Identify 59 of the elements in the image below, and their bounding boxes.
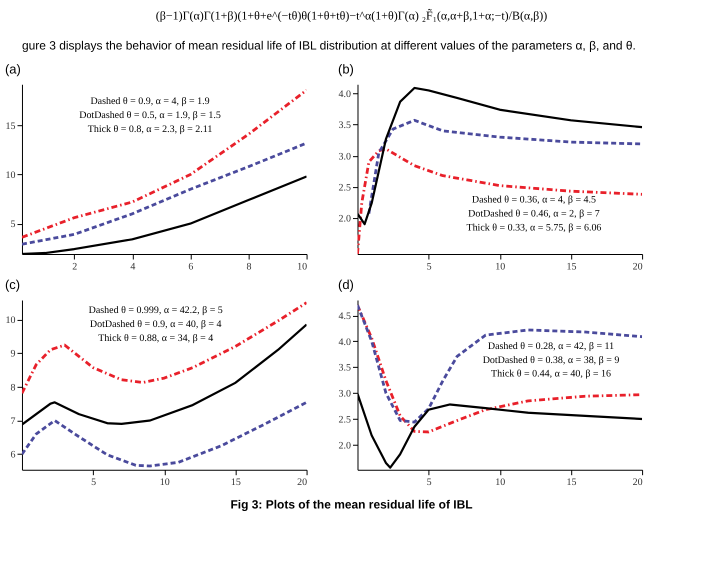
line-series <box>22 400 307 468</box>
x-tick-label: 15 <box>566 477 576 488</box>
y-tick-label: 3.0 <box>338 388 352 400</box>
y-tick-label: 6 <box>10 450 16 461</box>
x-tick-label: 10 <box>495 477 506 488</box>
annotation: DotDashed θ = 0.5, α = 1.9, β = 1.5 <box>79 110 221 122</box>
annotation: Dashed θ = 0.999, α = 42.2, β = 5 <box>88 305 223 316</box>
annotation: Thick θ = 0.33, α = 5.75, β = 6.06 <box>466 222 602 234</box>
x-tick-label: 6 <box>188 261 194 272</box>
y-tick-label: 4.0 <box>338 336 352 348</box>
chart-title: (c) <box>4 276 20 292</box>
x-tick-label: 20 <box>632 477 643 488</box>
x-tick-label: 20 <box>297 477 308 488</box>
y-tick-label: 10 <box>6 314 16 326</box>
y-tick-label: 2.0 <box>338 440 352 452</box>
annotation: Dashed θ = 0.28, α = 42, β = 11 <box>488 340 614 352</box>
annotation: Thick θ = 0.8, α = 2.3, β = 2.11 <box>88 124 212 136</box>
y-tick-label: 10 <box>6 170 16 182</box>
caption: Fig 3: Plots of the mean residual life of IBL <box>230 498 473 512</box>
y-tick-label: 9 <box>10 348 16 360</box>
annotation: DotDashed θ = 0.9, α = 40, β = 4 <box>90 319 222 330</box>
y-tick-label: 5 <box>10 219 16 230</box>
annotation: DotDashed θ = 0.38, α = 38, β = 9 <box>482 354 620 366</box>
y-tick-label: 3.5 <box>338 362 352 374</box>
chart-title: (b) <box>338 61 354 76</box>
x-tick-label: 20 <box>632 261 643 272</box>
y-tick-label: 7 <box>10 416 16 428</box>
y-tick-label: 8 <box>10 382 16 394</box>
x-tick-label: 15 <box>566 261 576 272</box>
x-tick-label: 4 <box>130 261 136 272</box>
x-tick-label: 2 <box>72 261 78 272</box>
annotation: DotDashed θ = 0.46, α = 2, β = 7 <box>468 208 600 220</box>
text: (β−1)Γ(α)Γ(1+β)(1+θ+e^(−tθ)θ(1+θ+tθ)−t^α(1+θ)Γ(α) ₂F̃₁(α,α+β,1+α;−t)/B(α,β)) <box>156 8 548 22</box>
y-tick-label: 4.5 <box>338 310 352 322</box>
x-tick-label: 5 <box>91 477 96 488</box>
annotation: Thick θ = 0.88, α = 34, β = 4 <box>98 333 214 344</box>
y-tick-label: 2.5 <box>338 182 352 194</box>
annotation: Thick θ = 0.44, α = 40, β = 16 <box>491 368 612 380</box>
y-tick-label: 2.5 <box>338 414 352 426</box>
line-series <box>22 142 307 246</box>
x-tick-label: 10 <box>160 477 170 488</box>
x-tick-label: 8 <box>246 261 252 272</box>
x-tick-label: 10 <box>495 261 506 272</box>
x-tick-label: 5 <box>426 477 432 488</box>
chart-title: (a) <box>4 61 21 76</box>
x-tick-label: 15 <box>230 477 241 488</box>
y-tick-label: 15 <box>6 120 16 132</box>
y-tick-label: 2.0 <box>338 213 352 224</box>
annotation: Dashed θ = 0.9, α = 4, β = 1.9 <box>90 96 210 108</box>
annotation: Dashed θ = 0.36, α = 4, β = 4.5 <box>472 194 596 206</box>
y-tick-label: 3.5 <box>338 120 352 132</box>
chart-title: (d) <box>338 276 354 292</box>
line-series <box>22 301 307 395</box>
text: gure 3 displays the behavior of mean residual life of IBL distribution at different values of the parameters α, β, and θ. <box>22 38 636 52</box>
x-tick-label: 5 <box>426 261 432 272</box>
y-tick-label: 3.0 <box>338 151 352 162</box>
x-tick-label: 10 <box>297 261 308 272</box>
y-tick-label: 4.0 <box>338 89 352 100</box>
line-series <box>22 88 307 239</box>
